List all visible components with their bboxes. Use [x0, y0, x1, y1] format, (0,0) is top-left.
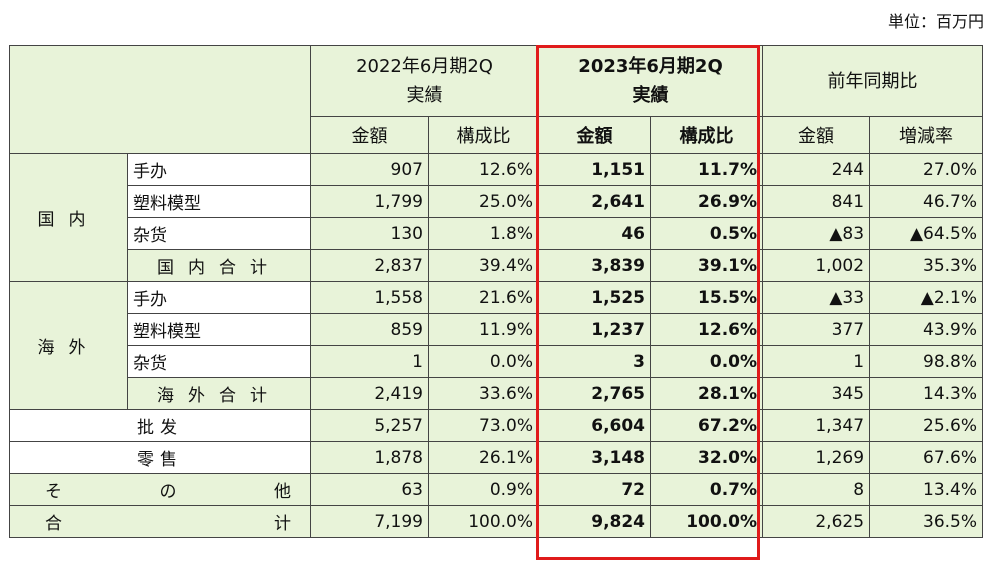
cell: 1: [762, 345, 871, 378]
cell: 2,419: [310, 377, 429, 410]
financial-table: 2022年6月期2Q 実績 2023年6月期2Q 実績 前年同期比 金額 構成比 金…: [9, 45, 984, 538]
cell: 1,269: [762, 441, 871, 474]
cell: 2,625: [762, 505, 871, 538]
cell: 36.5%: [869, 505, 984, 538]
row-label: 杂货: [127, 345, 311, 378]
cell: 1,347: [762, 409, 871, 442]
cell: 9,824: [538, 505, 652, 538]
cell: 28.1%: [650, 377, 764, 410]
cell: 46: [538, 217, 652, 250]
cell: 25.0%: [427, 185, 540, 218]
cell: 12.6%: [650, 313, 764, 346]
row-label: 手办: [127, 153, 311, 186]
cell: 100.0%: [650, 505, 764, 538]
cell: 1: [310, 345, 429, 378]
cell: ▲2.1%: [869, 281, 984, 314]
cell: 100.0%: [427, 505, 540, 538]
cell: 2,765: [538, 377, 652, 410]
cell: 3,839: [538, 249, 652, 282]
cell: 33.6%: [427, 377, 540, 410]
cell: 1,237: [538, 313, 652, 346]
cell: 1,002: [762, 249, 871, 282]
header-period-prev: 2022年6月期2Q 実績: [309, 45, 540, 117]
cell: 46.7%: [869, 185, 984, 218]
cell: 345: [762, 377, 871, 410]
cell: 25.6%: [869, 409, 984, 442]
cell: ▲33: [762, 281, 871, 314]
row-label-retail: 零售: [9, 441, 311, 474]
cell: 2,641: [538, 185, 652, 218]
cell: 8: [762, 473, 871, 506]
unit-label: 単位：百万円: [887, 12, 984, 31]
cell: 63: [310, 473, 429, 506]
cell: 27.0%: [869, 153, 984, 186]
group-overseas: 海外: [9, 281, 128, 410]
cell: 244: [762, 153, 871, 186]
cell: 73.0%: [427, 409, 540, 442]
cell: 3,148: [538, 441, 652, 474]
cell: 39.4%: [427, 249, 540, 282]
group-domestic: 国内: [9, 153, 128, 282]
header-change-rate: 増減率: [869, 116, 984, 154]
header-period-curr: 2023年6月期2Q 実績: [538, 45, 764, 117]
cell: 1,151: [538, 153, 652, 186]
header-corner: [9, 45, 311, 154]
row-label: 手办: [127, 281, 311, 314]
cell: 0.7%: [650, 473, 764, 506]
cell: 11.7%: [650, 153, 764, 186]
cell: 1.8%: [427, 217, 540, 250]
row-label: 杂货: [127, 217, 311, 250]
header-amount-prev: 金額: [310, 116, 429, 154]
cell: 32.0%: [650, 441, 764, 474]
row-label-total: 合计: [9, 505, 311, 538]
cell: 26.1%: [427, 441, 540, 474]
header-amount-yoy: 金額: [762, 116, 871, 154]
cell: 0.9%: [427, 473, 540, 506]
cell: 841: [762, 185, 871, 218]
header-ratio-prev: 構成比: [427, 116, 540, 154]
cell: 377: [762, 313, 871, 346]
row-label-wholesale: 批发: [9, 409, 311, 442]
row-label: 塑料模型: [127, 185, 311, 218]
header-yoy: 前年同期比: [762, 45, 984, 117]
cell: 907: [310, 153, 429, 186]
cell: 43.9%: [869, 313, 984, 346]
cell: 12.6%: [427, 153, 540, 186]
cell: 0.0%: [650, 345, 764, 378]
cell: 26.9%: [650, 185, 764, 218]
cell: 2,837: [310, 249, 429, 282]
row-label-subtotal: 国内合计: [127, 249, 311, 282]
cell: 6,604: [538, 409, 652, 442]
cell: 15.5%: [650, 281, 764, 314]
row-label: 塑料模型: [127, 313, 311, 346]
header-amount-curr: 金額: [538, 116, 652, 154]
cell: 67.6%: [869, 441, 984, 474]
cell: 1,525: [538, 281, 652, 314]
cell: ▲64.5%: [869, 217, 984, 250]
cell: ▲83: [762, 217, 871, 250]
cell: 14.3%: [869, 377, 984, 410]
cell: 7,199: [310, 505, 429, 538]
cell: 130: [310, 217, 429, 250]
row-label-subtotal: 海外合计: [127, 377, 311, 410]
cell: 35.3%: [869, 249, 984, 282]
cell: 21.6%: [427, 281, 540, 314]
cell: 13.4%: [869, 473, 984, 506]
cell: 67.2%: [650, 409, 764, 442]
cell: 1,799: [310, 185, 429, 218]
cell: 859: [310, 313, 429, 346]
cell: 11.9%: [427, 313, 540, 346]
cell: 5,257: [310, 409, 429, 442]
row-label-other: その他: [9, 473, 311, 506]
cell: 39.1%: [650, 249, 764, 282]
cell: 0.5%: [650, 217, 764, 250]
cell: 1,878: [310, 441, 429, 474]
cell: 3: [538, 345, 652, 378]
cell: 98.8%: [869, 345, 984, 378]
cell: 0.0%: [427, 345, 540, 378]
header-ratio-curr: 構成比: [650, 116, 764, 154]
cell: 1,558: [310, 281, 429, 314]
cell: 72: [538, 473, 652, 506]
